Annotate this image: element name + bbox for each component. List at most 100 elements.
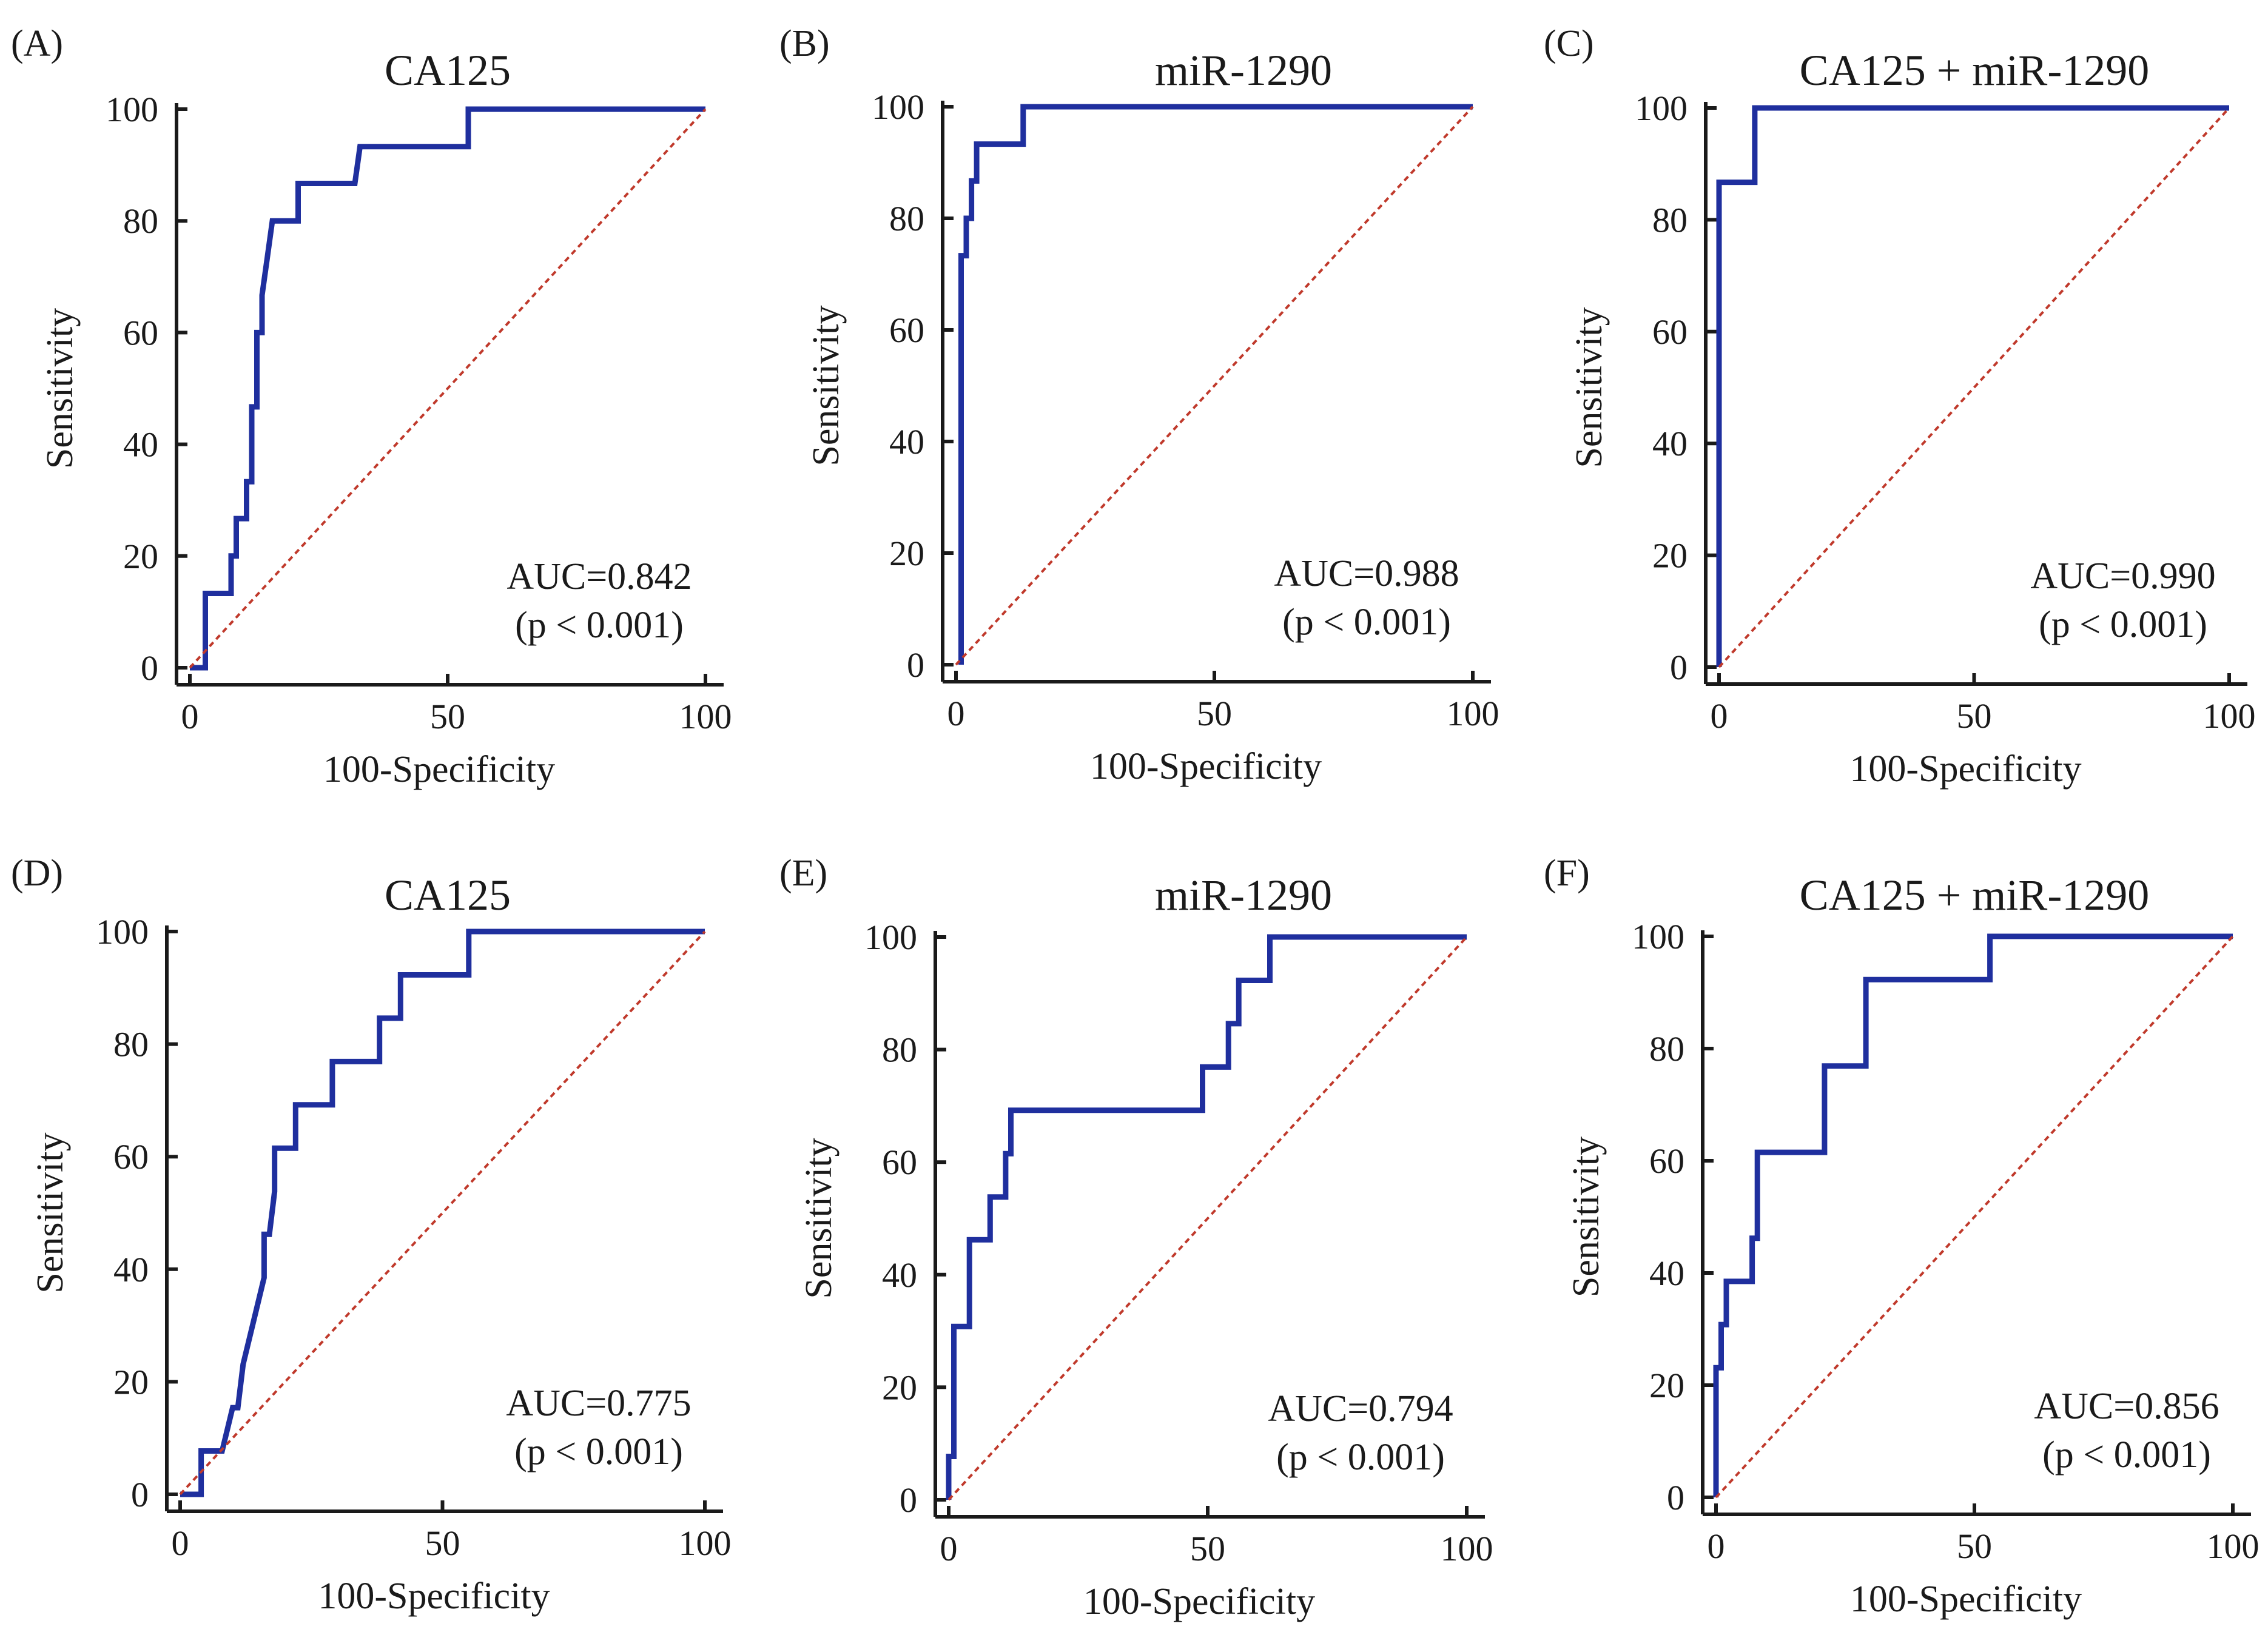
x-axis-label: 100-Specificity	[318, 1576, 550, 1617]
reference-diagonal-line	[955, 106, 1474, 666]
x-axis-label: 100-Specificity	[1849, 748, 2081, 790]
p-value: (p < 0.001)	[514, 1431, 683, 1472]
x-axis-label: 100-Specificity	[1083, 1581, 1315, 1622]
y-tick-label: 80	[1649, 1029, 1684, 1069]
panel-label: (C)	[1544, 23, 1594, 64]
auc-value: AUC=0.775	[506, 1383, 691, 1424]
reference-diagonal-line	[189, 108, 707, 669]
panel-label: (F)	[1544, 853, 1590, 894]
y-tick-label: 20	[113, 1362, 149, 1402]
x-tick-label: 50	[1957, 696, 1992, 736]
y-tick-label: 60	[113, 1137, 149, 1177]
y-tick-label: 80	[882, 1030, 917, 1070]
y-tick-label: 40	[123, 425, 158, 465]
x-tick-label: 0	[940, 1529, 958, 1568]
y-tick-label: 0	[900, 1480, 917, 1520]
roc-curve	[190, 106, 705, 671]
y-axis-label: Sensitivity	[806, 305, 847, 466]
x-tick-label: 50	[430, 697, 465, 736]
chart-title: miR-1290	[1155, 46, 1332, 95]
p-value: (p < 0.001)	[1276, 1437, 1445, 1478]
reference-diagonal-line	[1715, 935, 2234, 1499]
y-axis-label: Sensitivity	[1566, 1137, 1607, 1297]
chart-title: CA125 + miR-1290	[1800, 46, 2150, 95]
x-tick-label: 0	[1708, 1526, 1725, 1566]
y-tick-label: 60	[889, 311, 924, 350]
y-tick-label: 40	[1652, 424, 1688, 463]
roc-panel-2: (B) miR-1290 0 20 40 60 80 100 0 50 100 100-Specifi…	[779, 23, 1499, 787]
y-tick-label: 40	[889, 422, 924, 462]
roc-panel-3: (C) CA125 + miR-1290 0 20 40 60 80 100 0 50 100 100…	[1544, 23, 2256, 790]
roc-curve	[180, 928, 705, 1497]
panel-label: (D)	[11, 853, 63, 894]
y-tick-label: 0	[131, 1475, 149, 1514]
p-value: (p < 0.001)	[2039, 604, 2207, 645]
x-axis-label: 100-Specificity	[1090, 746, 1322, 787]
x-tick-label: 100	[2207, 1526, 2260, 1566]
y-tick-label: 100	[96, 912, 149, 952]
y-tick-label: 100	[1635, 89, 1688, 128]
x-tick-label: 0	[1711, 696, 1728, 736]
chart-title: CA125 + miR-1290	[1800, 871, 2150, 919]
x-tick-label: 100	[1447, 694, 1499, 733]
panel-label: (E)	[779, 853, 827, 894]
x-axis-label: 100-Specificity	[323, 749, 555, 790]
roc-curve	[1716, 105, 2229, 667]
roc-panel-5: (E) miR-1290 0 20 40 60 80 100 0 50 100 100-Specifi…	[779, 853, 1493, 1622]
roc-panel-6: (F) CA125 + miR-1290 0 20 40 60 80 100 0 50 100 100…	[1544, 853, 2260, 1620]
y-tick-label: 60	[1652, 312, 1688, 352]
x-tick-label: 100	[679, 697, 732, 736]
x-tick-label: 100	[1441, 1529, 1493, 1568]
y-tick-label: 100	[872, 87, 924, 127]
auc-value: AUC=0.856	[2034, 1386, 2219, 1427]
roc-curve	[1713, 933, 2233, 1497]
p-value: (p < 0.001)	[1282, 602, 1451, 643]
x-tick-label: 50	[425, 1523, 460, 1563]
y-tick-label: 60	[882, 1143, 917, 1182]
y-tick-label: 20	[1652, 536, 1688, 576]
reference-diagonal-line	[947, 936, 1468, 1501]
reference-diagonal-line	[179, 930, 706, 1496]
p-value: (p < 0.001)	[2042, 1434, 2211, 1476]
x-axis-label: 100-Specificity	[1850, 1579, 2082, 1620]
y-axis-label: Sensitivity	[39, 308, 81, 469]
y-tick-label: 20	[889, 534, 924, 573]
y-tick-label: 100	[1632, 917, 1684, 956]
x-tick-label: 50	[1190, 1529, 1225, 1568]
panel-label: (A)	[11, 23, 63, 64]
auc-value: AUC=0.990	[2030, 556, 2215, 597]
y-tick-label: 60	[123, 313, 158, 352]
chart-title: CA125	[385, 46, 511, 95]
x-tick-label: 50	[1957, 1526, 1992, 1566]
p-value: (p < 0.001)	[515, 605, 684, 646]
y-tick-label: 80	[889, 199, 924, 238]
x-tick-label: 100	[679, 1523, 732, 1563]
y-tick-label: 0	[141, 648, 158, 688]
y-axis-label: Sensitivity	[798, 1138, 840, 1298]
roc-panel-4: (D) CA125 0 20 40 60 80 100 0 50 100 100-Specificit…	[11, 853, 732, 1617]
y-tick-label: 80	[123, 201, 158, 241]
y-tick-label: 80	[1652, 200, 1688, 240]
y-tick-label: 20	[123, 537, 158, 576]
y-axis-label: Sensitivity	[1569, 307, 1610, 468]
chart-title: CA125	[385, 871, 511, 919]
y-tick-label: 60	[1649, 1141, 1684, 1181]
x-tick-label: 100	[2203, 696, 2256, 736]
y-tick-label: 80	[113, 1025, 149, 1064]
y-tick-label: 40	[1649, 1254, 1684, 1293]
y-tick-label: 20	[882, 1368, 917, 1407]
y-tick-label: 0	[907, 645, 924, 685]
y-tick-label: 0	[1667, 1478, 1684, 1517]
roc-curve	[958, 104, 1473, 665]
y-tick-label: 20	[1649, 1366, 1684, 1405]
chart-title: miR-1290	[1155, 871, 1332, 919]
x-tick-label: 0	[172, 1523, 189, 1563]
y-tick-label: 100	[864, 918, 917, 957]
roc-curve	[946, 934, 1467, 1500]
y-axis-label: Sensitivity	[30, 1132, 71, 1293]
x-tick-label: 0	[181, 697, 199, 736]
y-tick-label: 100	[106, 90, 158, 129]
y-tick-label: 40	[113, 1250, 149, 1289]
roc-panel-1: (A) CA125 0 20 40 60 80 100 0 50 100 100-Specificit…	[11, 23, 732, 790]
